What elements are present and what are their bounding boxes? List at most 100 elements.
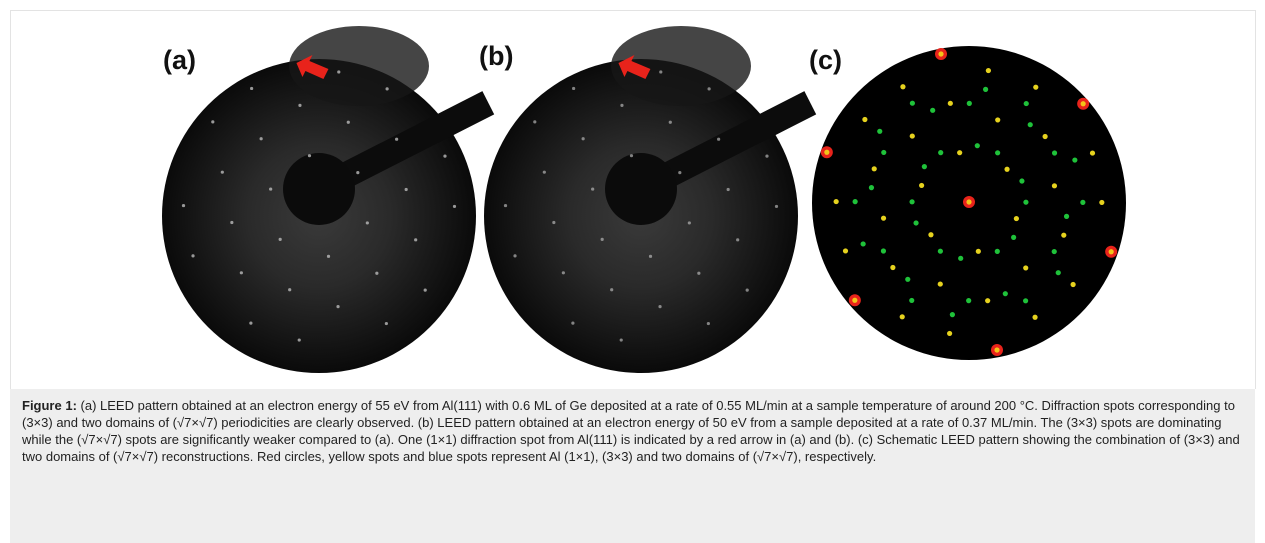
diffraction-spot	[326, 254, 331, 258]
diffraction-spot	[571, 321, 575, 325]
diffraction-spot	[648, 254, 653, 258]
spot-sqrt7	[1080, 199, 1086, 205]
spot-sqrt7	[905, 276, 911, 282]
spot-sqrt7	[913, 220, 919, 226]
diffraction-spot	[269, 187, 273, 191]
spot-3x3	[1023, 265, 1029, 271]
diffraction-spot	[346, 120, 350, 124]
spot-sqrt7	[1051, 248, 1057, 255]
shadow	[611, 26, 751, 106]
diffraction-spot	[503, 203, 508, 208]
diffraction-spot	[658, 305, 662, 309]
diffraction-spot	[629, 154, 634, 158]
diffraction-spot	[249, 321, 253, 325]
diffraction-spot	[385, 87, 389, 91]
spot-sqrt7	[937, 248, 943, 254]
red-arrow	[618, 55, 651, 80]
spot-sqrt7	[860, 241, 866, 247]
spot-3x3	[947, 330, 953, 337]
spot-sqrt7	[930, 107, 936, 113]
spot-3x3	[900, 84, 906, 90]
spot-1x1-core	[966, 199, 972, 205]
diffraction-spot	[619, 338, 623, 342]
diffraction-spot	[620, 103, 624, 107]
diffraction-spot	[250, 86, 254, 91]
spot-3x3	[1004, 166, 1010, 172]
diffraction-spot	[395, 137, 399, 141]
spot-sqrt7	[1023, 199, 1029, 205]
spot-sqrt7	[880, 248, 887, 254]
diffraction-spot	[220, 170, 224, 174]
panel-label: (a)	[163, 45, 196, 75]
diffraction-spot	[375, 271, 379, 275]
spot-sqrt7	[1027, 122, 1033, 128]
diffraction-spot	[191, 254, 195, 258]
spot-sqrt7	[1023, 100, 1029, 107]
diffraction-spot	[659, 70, 663, 74]
diffraction-spot	[542, 170, 546, 174]
panel-label: (c)	[809, 45, 842, 75]
diffraction-spot	[717, 137, 721, 141]
diffraction-spot	[668, 120, 672, 124]
spot-3x3	[975, 248, 981, 254]
diffraction-spot	[239, 271, 243, 275]
diffraction-spot	[736, 238, 740, 242]
spot-3x3	[1042, 133, 1048, 140]
spot-3x3	[862, 116, 868, 123]
spot-sqrt7	[1051, 150, 1058, 156]
diffraction-spot	[298, 103, 302, 107]
spot-sqrt7	[938, 150, 944, 156]
diffraction-spot	[581, 137, 585, 141]
spot-3x3	[909, 133, 915, 139]
diffraction-spot	[423, 288, 427, 292]
spot-sqrt7	[1063, 213, 1070, 219]
spot-3x3	[833, 198, 839, 205]
spot-1x1-core	[824, 149, 830, 155]
diffraction-spot	[687, 221, 691, 225]
diffraction-spot	[572, 86, 576, 91]
caption: Figure 1: (a) LEED pattern obtained at a…	[10, 389, 1255, 543]
diffraction-spot	[452, 204, 457, 209]
spot-sqrt7	[909, 100, 915, 106]
figure: (a) (b) (c)	[10, 10, 1256, 389]
spot-sqrt7	[1055, 270, 1061, 276]
shadow	[289, 26, 429, 106]
spot-sqrt7	[1019, 178, 1025, 184]
spot-3x3	[937, 281, 943, 287]
spot-3x3	[890, 264, 896, 271]
diffraction-spot	[765, 154, 769, 158]
diffraction-spot	[181, 203, 186, 208]
diffraction-spot	[513, 254, 517, 258]
spot-1x1-core	[994, 347, 1000, 353]
spot-sqrt7	[1002, 291, 1008, 297]
diffraction-spot	[259, 137, 263, 141]
spot-3x3	[995, 117, 1001, 123]
diffraction-spot	[726, 187, 730, 192]
diffraction-spot	[288, 288, 292, 292]
spot-sqrt7	[966, 298, 972, 304]
diffraction-spot	[678, 170, 682, 175]
caption-text: (a) LEED pattern obtained at an electron…	[22, 398, 1240, 464]
diffraction-spot	[384, 321, 388, 326]
spot-sqrt7	[852, 199, 858, 205]
diffraction-spot	[552, 220, 556, 225]
diffraction-spot	[443, 154, 447, 158]
diffraction-spot	[600, 237, 604, 242]
diffraction-spot	[774, 204, 779, 209]
diffraction-spot	[278, 237, 282, 242]
spot-3x3	[957, 150, 963, 156]
beam-center	[605, 153, 677, 225]
spot-3x3	[985, 67, 991, 74]
spot-3x3	[880, 215, 887, 221]
spot-sqrt7	[909, 297, 915, 304]
red-arrow	[296, 55, 329, 80]
spot-1x1-core	[1108, 249, 1114, 255]
spot-sqrt7	[1023, 298, 1029, 304]
diffraction-spot	[591, 187, 595, 191]
diffraction-spot	[706, 321, 710, 326]
spot-sqrt7	[1011, 234, 1017, 240]
spot-1x1-core	[852, 297, 858, 303]
diffraction-spot	[404, 187, 408, 192]
spot-sqrt7	[909, 199, 915, 205]
spot-3x3	[985, 298, 991, 304]
